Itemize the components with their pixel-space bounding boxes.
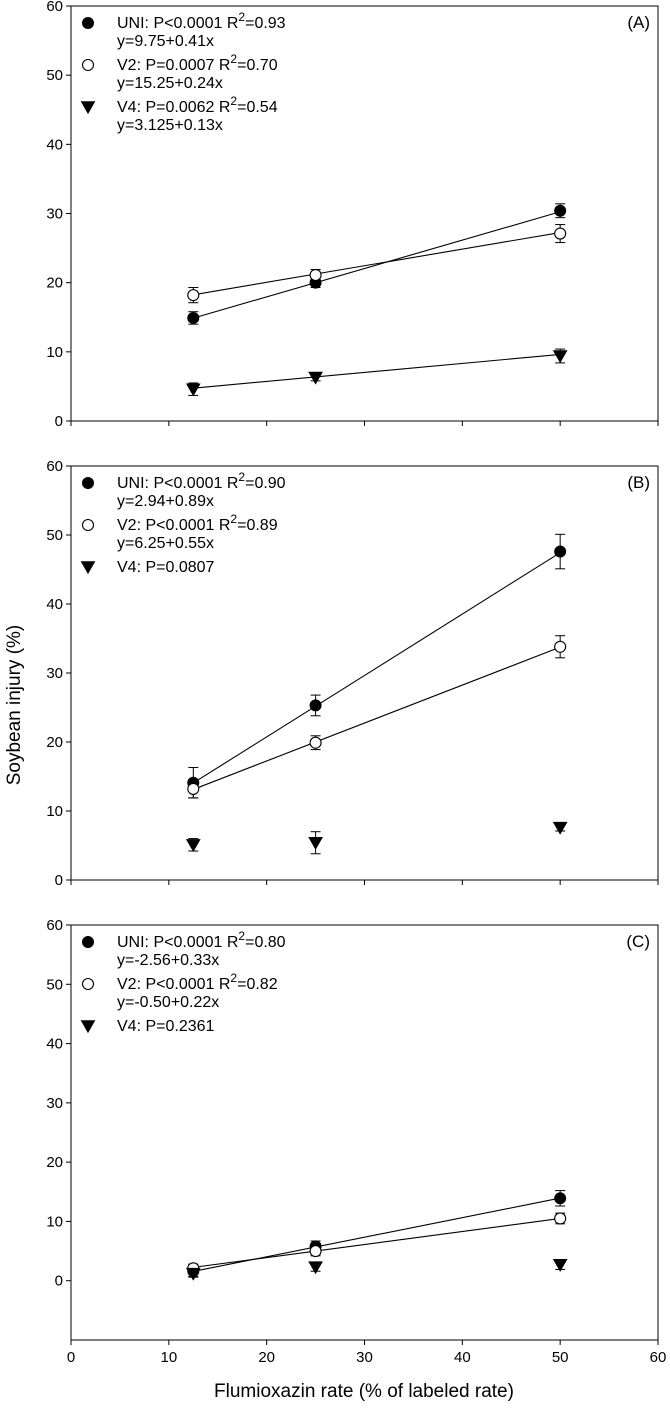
legend-marker-v4 bbox=[80, 101, 96, 115]
x-tick-label: 10 bbox=[160, 1349, 177, 1366]
y-tick-label: 0 bbox=[55, 413, 63, 430]
y-tick-label: 20 bbox=[46, 275, 63, 292]
legend-label: V4: P=0.0807 bbox=[117, 559, 215, 576]
y-tick-label: 10 bbox=[46, 344, 63, 361]
x-tick-label: 0 bbox=[67, 1349, 75, 1366]
legend-label: V2: P=0.0007 R2=0.70 bbox=[117, 52, 278, 74]
legend-marker-v4 bbox=[80, 1020, 96, 1034]
y-axis-title: Soybean injury (%) bbox=[4, 625, 25, 786]
legend-equation: y=15.25+0.24x bbox=[117, 75, 223, 92]
data-point-uni bbox=[554, 1192, 567, 1205]
panel-label: (B) bbox=[627, 473, 650, 492]
data-point-v2 bbox=[554, 227, 567, 240]
data-point-uni bbox=[554, 545, 567, 558]
fit-line-v4 bbox=[193, 353, 561, 389]
legend-marker-v2 bbox=[81, 518, 95, 532]
panel-label: (A) bbox=[627, 13, 650, 32]
data-point-v2 bbox=[309, 269, 322, 282]
x-tick-label: 40 bbox=[454, 1349, 471, 1366]
x-tick-label: 20 bbox=[258, 1349, 275, 1366]
x-axis-title: Flumioxazin rate (% of labeled rate) bbox=[214, 1381, 514, 1402]
legend-label: V2: P<0.0001 R2=0.82 bbox=[117, 971, 278, 993]
y-tick-label: 50 bbox=[46, 976, 63, 993]
data-point-v4 bbox=[185, 383, 201, 397]
data-point-v4 bbox=[552, 1259, 568, 1272]
data-point-uni bbox=[554, 204, 567, 217]
y-tick-label: 10 bbox=[46, 1213, 63, 1230]
legend-marker-uni bbox=[82, 936, 94, 948]
y-tick-label: 60 bbox=[46, 458, 63, 475]
x-tick-label: 30 bbox=[356, 1349, 373, 1366]
legend-equation: y=9.75+0.41x bbox=[117, 33, 214, 50]
data-point-uni bbox=[309, 699, 322, 712]
legend-label: UNI: P<0.0001 R2=0.93 bbox=[117, 10, 286, 32]
legend-equation: y=-2.56+0.33x bbox=[117, 952, 219, 969]
legend-marker-v4 bbox=[80, 561, 96, 575]
panel-c: 0 10 20 30 40 50 60 0 10 20 30 40 50 60 (C) UNI: P<0.00… bbox=[46, 917, 666, 1366]
y-tick-label: 20 bbox=[46, 1154, 63, 1171]
data-point-v2 bbox=[309, 1245, 322, 1258]
data-point-v2 bbox=[187, 782, 200, 795]
y-tick-label: 20 bbox=[46, 734, 63, 751]
data-point-v4 bbox=[308, 371, 323, 385]
y-tick-label: 0 bbox=[55, 1273, 63, 1290]
y-tick-label: 40 bbox=[46, 596, 63, 613]
fit-line-v2 bbox=[193, 231, 561, 296]
data-point-v4 bbox=[308, 1261, 323, 1275]
y-tick-label: 0 bbox=[55, 872, 63, 889]
legend-marker-uni bbox=[82, 17, 94, 29]
fit-line-uni bbox=[192, 552, 561, 784]
panel-label: (C) bbox=[626, 932, 650, 951]
legend-label: V4: P=0.0062 R2=0.54 bbox=[117, 94, 278, 116]
data-point-v4 bbox=[552, 821, 568, 835]
legend-label: UNI: P<0.0001 R2=0.80 bbox=[117, 929, 286, 951]
data-point-v2 bbox=[554, 1212, 567, 1225]
legend-equation: y=3.125+0.13x bbox=[117, 117, 223, 134]
data-point-uni bbox=[187, 311, 200, 324]
y-tick-label: 30 bbox=[46, 665, 63, 682]
y-tick-label: 30 bbox=[46, 1095, 63, 1112]
legend-equation: y=6.25+0.55x bbox=[117, 535, 214, 552]
y-tick-label: 40 bbox=[46, 136, 63, 153]
legend-label: UNI: P<0.0001 R2=0.90 bbox=[117, 470, 286, 492]
y-tick-label: 40 bbox=[46, 1036, 63, 1053]
legend-label: V4: P=0.2361 bbox=[117, 1018, 215, 1035]
data-point-v2 bbox=[309, 736, 322, 749]
data-point-v4 bbox=[185, 839, 201, 852]
panel-a: 0 10 20 30 40 50 60 (A) UNI: P<0.0001 R2=0.93y=9… bbox=[46, 0, 659, 430]
legend-marker-v2 bbox=[81, 977, 95, 991]
fit-line-uni bbox=[193, 211, 561, 319]
data-point-v4 bbox=[185, 1267, 201, 1281]
panel-b: 0 10 20 30 40 50 60 (B) UNI: P<0.0001 R2=0.90y=2… bbox=[46, 458, 659, 889]
x-tick-label: 60 bbox=[650, 1349, 667, 1366]
legend-label: V2: P<0.0001 R2=0.89 bbox=[117, 512, 278, 534]
fit-line-v2 bbox=[193, 1217, 561, 1268]
legend-marker-v2 bbox=[81, 58, 95, 72]
legend-equation: y=2.94+0.89x bbox=[117, 493, 214, 510]
x-tick-label: 50 bbox=[552, 1349, 569, 1366]
y-tick-label: 60 bbox=[46, 917, 63, 934]
data-point-v2 bbox=[554, 640, 567, 653]
data-point-v4 bbox=[552, 350, 568, 364]
data-point-v2 bbox=[187, 289, 200, 302]
y-tick-label: 10 bbox=[46, 803, 63, 820]
y-tick-label: 50 bbox=[46, 527, 63, 544]
y-tick-label: 50 bbox=[46, 67, 63, 84]
legend-equation: y=-0.50+0.22x bbox=[117, 994, 219, 1011]
y-tick-label: 60 bbox=[46, 0, 63, 15]
y-tick-label: 30 bbox=[46, 206, 63, 223]
legend-marker-uni bbox=[82, 477, 94, 489]
fit-line-v2 bbox=[193, 646, 561, 790]
data-point-v4 bbox=[308, 837, 323, 850]
